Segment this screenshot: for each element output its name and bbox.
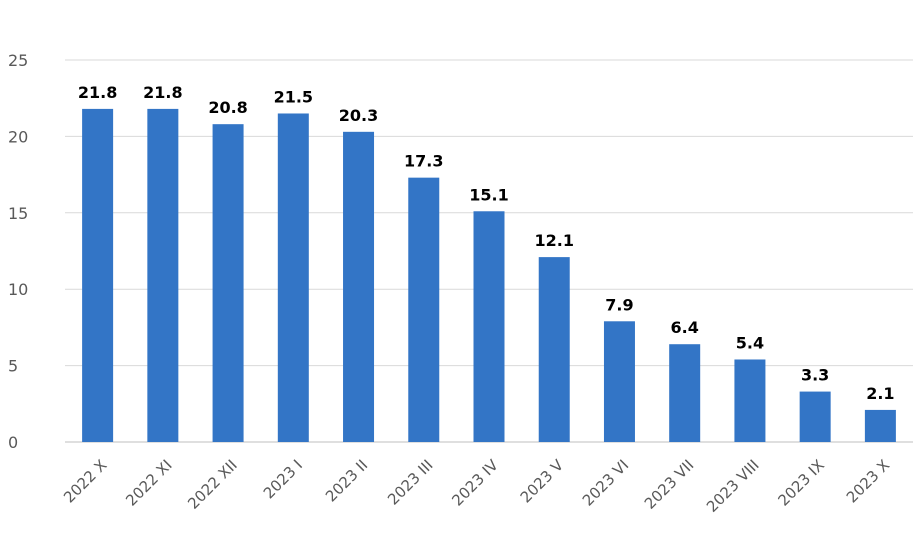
y-tick-label: 0 bbox=[8, 433, 18, 452]
data-label: 21.5 bbox=[274, 87, 313, 106]
data-label: 3.3 bbox=[801, 366, 829, 385]
y-tick-label: 10 bbox=[8, 280, 28, 299]
x-tick-label: 2022 XII bbox=[184, 456, 241, 513]
x-tick-label: 2022 X bbox=[60, 456, 110, 506]
data-label: 17.3 bbox=[404, 152, 443, 171]
x-tick-label: 2023 IX bbox=[774, 456, 827, 509]
bar bbox=[734, 359, 766, 442]
bar bbox=[538, 257, 570, 442]
bars bbox=[82, 108, 896, 443]
bar bbox=[799, 391, 831, 442]
y-tick-label: 15 bbox=[8, 204, 28, 223]
data-label: 20.3 bbox=[339, 106, 378, 125]
bar bbox=[603, 321, 635, 442]
data-label: 7.9 bbox=[605, 295, 633, 314]
data-label: 12.1 bbox=[534, 231, 573, 250]
data-label: 2.1 bbox=[866, 384, 894, 403]
x-axis-ticks: 2022 X 2022 XI 2022 XII 2023 I 2023 II 2023 I… bbox=[60, 456, 893, 516]
bar bbox=[212, 124, 244, 443]
data-label: 21.8 bbox=[78, 83, 117, 102]
x-tick-label: 2023 III bbox=[384, 456, 436, 508]
y-tick-label: 20 bbox=[8, 127, 28, 146]
y-tick-label: 5 bbox=[8, 357, 18, 376]
bar bbox=[277, 113, 309, 442]
y-axis-ticks: 0 5 10 15 20 25 bbox=[8, 51, 28, 452]
x-tick-label: 2023 VI bbox=[579, 456, 632, 509]
x-tick-label: 2023 VII bbox=[641, 456, 698, 513]
x-tick-label: 2023 IV bbox=[448, 456, 502, 510]
x-tick-label: 2022 XI bbox=[122, 456, 175, 509]
data-label: 21.8 bbox=[143, 83, 182, 102]
data-labels: 21.8 21.8 20.8 21.5 20.3 17.3 15.1 12.1 7.9 6.4 5.… bbox=[78, 83, 895, 403]
data-label: 5.4 bbox=[736, 333, 764, 352]
x-tick-label: 2023 X bbox=[843, 456, 893, 506]
data-label: 6.4 bbox=[671, 318, 699, 337]
bar bbox=[408, 177, 440, 442]
bar bbox=[864, 409, 896, 442]
bar bbox=[147, 108, 179, 443]
bar bbox=[82, 108, 114, 443]
x-tick-label: 2023 VIII bbox=[703, 456, 763, 516]
x-tick-label: 2023 II bbox=[322, 456, 371, 505]
bar bbox=[343, 131, 375, 443]
x-tick-label: 2023 I bbox=[260, 456, 306, 502]
y-tick-label: 25 bbox=[8, 51, 28, 70]
bar bbox=[473, 211, 505, 442]
bar bbox=[669, 344, 701, 442]
data-label: 15.1 bbox=[469, 185, 508, 204]
x-tick-label: 2023 V bbox=[517, 456, 568, 507]
data-label: 20.8 bbox=[208, 98, 247, 117]
